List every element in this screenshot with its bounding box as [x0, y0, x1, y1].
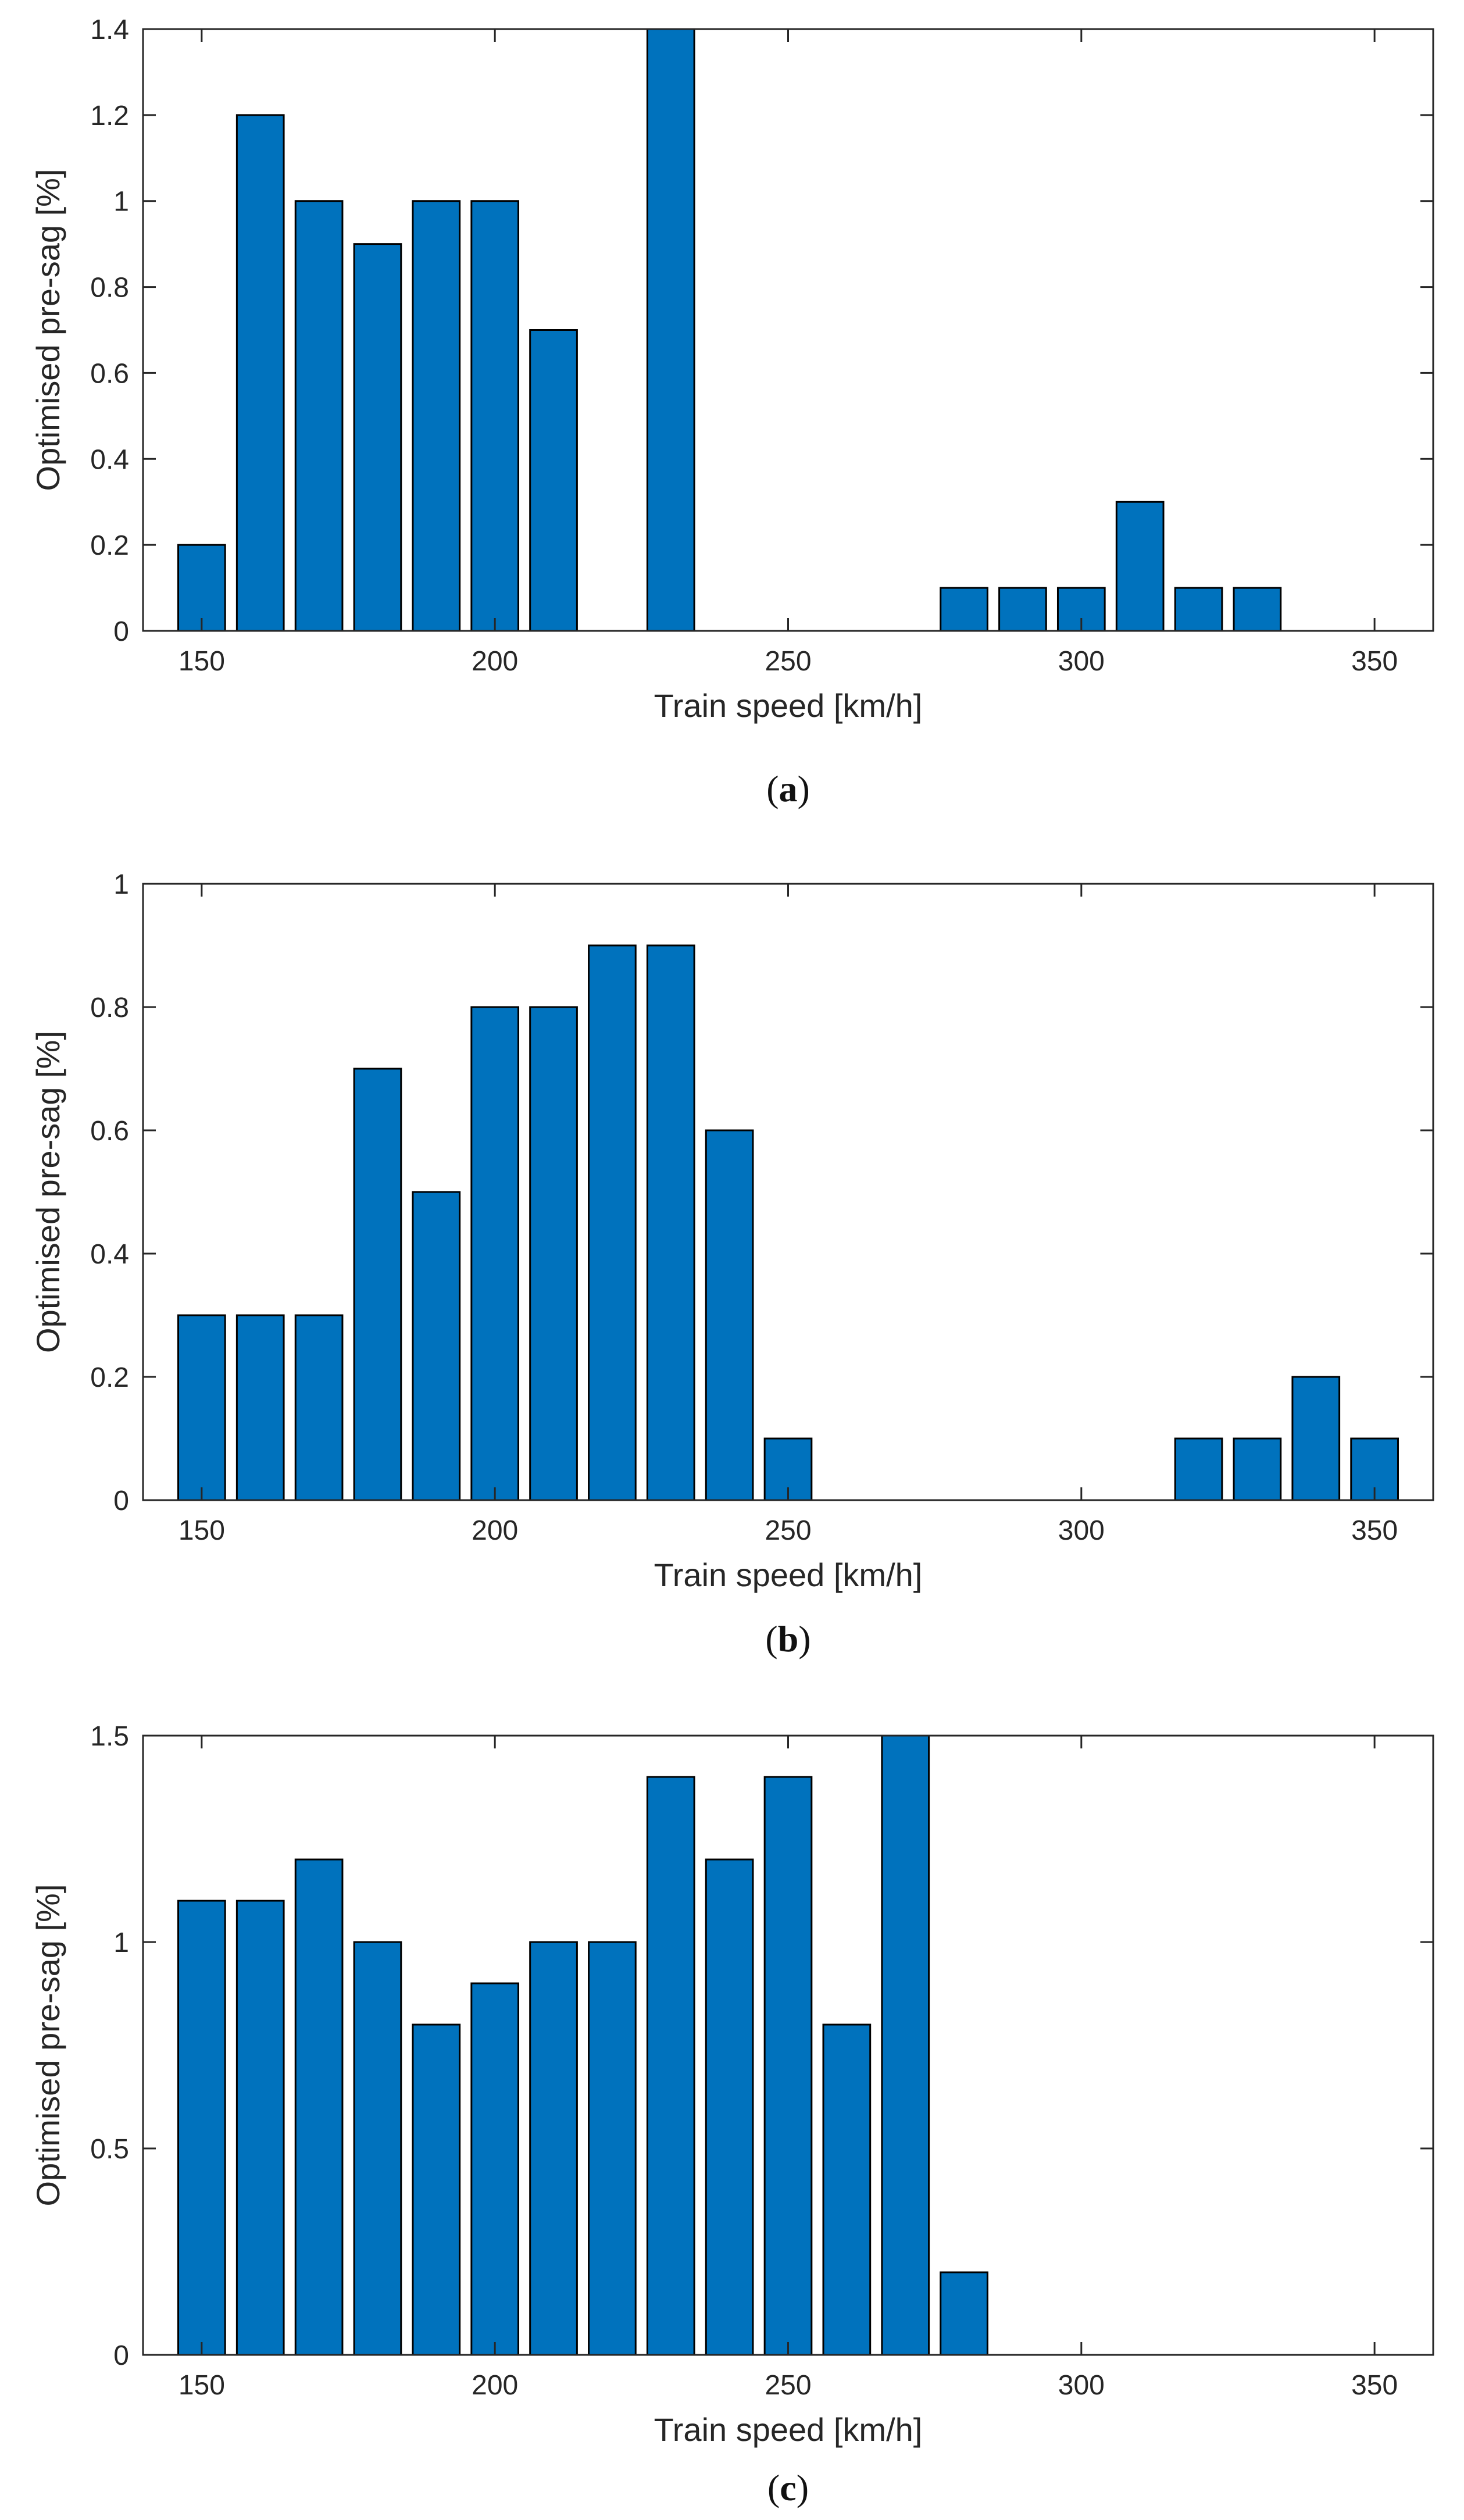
y-tick-label: 0.4	[90, 444, 129, 475]
chart-b: 0 0.2 0.4 0.6 0.8 1 150 200 250 300 350 Train speed…	[30, 869, 1434, 1659]
bar-150	[177, 1314, 226, 1500]
y-tick-label: 0.8	[90, 273, 129, 304]
bar-series	[177, 1736, 988, 2355]
caption-paren-close: )	[798, 768, 810, 809]
y-tick-label: 0.2	[90, 1362, 129, 1393]
chart-c: 0 0.5 1 1.5 150 200 250 300 350 Train speed [km/h…	[30, 1721, 1434, 2508]
bar-280	[940, 2271, 988, 2355]
y-tick-label: 0	[113, 1486, 129, 1516]
y-axis-label: Optimised pre-sag [%]	[30, 1031, 66, 1353]
x-tick-label: 200	[472, 2370, 518, 2401]
y-tick-label: 0	[113, 2340, 129, 2371]
y-tick-label: 0	[113, 616, 129, 647]
bar-210	[529, 1006, 578, 1500]
bar-330	[1233, 587, 1282, 631]
y-tick-label: 0.2	[90, 530, 129, 561]
bar-320	[1174, 1437, 1223, 1500]
bar-160	[235, 1900, 285, 2355]
y-tick-label: 0.8	[90, 993, 129, 1023]
x-axis-label: Train speed [km/h]	[654, 2411, 923, 2448]
chart-a: 0 0.2 0.4 0.6 0.8 1 1.2 1.4 150 200 250 300 350 Train…	[30, 15, 1434, 809]
panel-caption: (c)	[767, 2467, 809, 2508]
x-tick-label: 150	[178, 646, 225, 677]
bar-series	[177, 944, 1399, 1500]
x-axis-label: Train speed [km/h]	[654, 687, 923, 724]
bar-210	[529, 1941, 578, 2355]
bar-160	[235, 114, 285, 631]
bar-200	[470, 1006, 520, 1500]
y-tick-label: 0.4	[90, 1239, 129, 1270]
caption-letter: b	[778, 1618, 799, 1659]
bar-310	[1115, 501, 1165, 631]
bar-series	[177, 29, 1282, 631]
x-tick-label: 300	[1058, 2370, 1105, 2401]
caption-paren-close: )	[798, 1618, 810, 1659]
y-axis-label: Optimised pre-sag [%]	[30, 169, 66, 491]
y-tick-label: 1	[113, 869, 129, 900]
bar-190	[412, 1191, 461, 1500]
x-tick-label: 200	[472, 646, 518, 677]
x-tick-label: 250	[765, 1515, 811, 1546]
x-tick-label: 350	[1351, 646, 1398, 677]
x-tick-label: 350	[1351, 1515, 1398, 1546]
bar-270	[881, 1736, 930, 2355]
caption-paren-open: (	[765, 1618, 777, 1659]
caption-paren-close: )	[797, 2467, 809, 2508]
bar-170	[294, 200, 344, 631]
bar-190	[412, 200, 461, 631]
bar-220	[588, 944, 637, 1500]
y-tick-label: 1	[113, 187, 129, 217]
bar-190	[412, 2023, 461, 2355]
y-tick-label: 1.2	[90, 101, 129, 131]
bar-230	[646, 1776, 695, 2355]
bar-320	[1174, 587, 1223, 631]
x-tick-label: 300	[1058, 646, 1105, 677]
x-tick-label: 200	[472, 1515, 518, 1546]
bar-240	[705, 1858, 754, 2355]
panel-caption: (a)	[766, 768, 810, 809]
x-tick-label: 150	[178, 1515, 225, 1546]
y-tick-label: 0.6	[90, 1116, 129, 1147]
y-axis-label: Optimised pre-sag [%]	[30, 1884, 66, 2207]
x-tick-label: 250	[765, 646, 811, 677]
bar-210	[529, 329, 578, 631]
y-tick-label: 1.4	[90, 15, 129, 45]
bar-250	[763, 1776, 813, 2355]
bar-170	[294, 1858, 344, 2355]
bar-150	[177, 544, 226, 631]
x-tick-label: 350	[1351, 2370, 1398, 2401]
x-tick-label: 300	[1058, 1515, 1105, 1546]
bar-260	[822, 2023, 872, 2355]
bar-340	[1291, 1376, 1341, 1500]
caption-paren-open: (	[766, 768, 779, 809]
bar-200	[470, 1982, 520, 2355]
x-axis-label: Train speed [km/h]	[654, 1557, 923, 1593]
bar-230	[646, 29, 695, 631]
bar-290	[998, 587, 1047, 631]
caption-letter: a	[779, 768, 798, 809]
caption-paren-open: (	[767, 2467, 780, 2508]
x-tick-label: 250	[765, 2370, 811, 2401]
bar-180	[353, 1941, 402, 2355]
bar-180	[353, 1068, 402, 1500]
x-tick-label: 150	[178, 2370, 225, 2401]
bar-160	[235, 1314, 285, 1500]
bar-230	[646, 944, 695, 1500]
bar-150	[177, 1900, 226, 2355]
y-tick-label: 0.5	[90, 2134, 129, 2165]
bar-200	[470, 200, 520, 631]
bar-330	[1233, 1437, 1282, 1500]
bar-280	[940, 587, 988, 631]
bar-240	[705, 1129, 754, 1500]
panel-caption: (b)	[765, 1618, 810, 1659]
caption-letter: c	[780, 2467, 796, 2508]
y-tick-label: 1	[113, 1928, 129, 1958]
bar-220	[588, 1941, 637, 2355]
bar-170	[294, 1314, 344, 1500]
bar-180	[353, 243, 402, 631]
y-tick-label: 1.5	[90, 1721, 129, 1752]
y-tick-label: 0.6	[90, 358, 129, 389]
